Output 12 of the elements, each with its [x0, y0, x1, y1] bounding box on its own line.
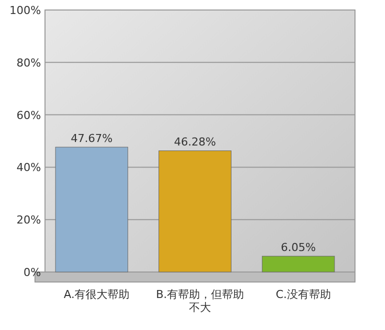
- y-tick-label: 0%: [24, 266, 41, 279]
- y-tick-label: 20%: [16, 214, 41, 227]
- y-tick-label: 60%: [16, 108, 41, 122]
- data-label: 46.28%: [174, 136, 216, 149]
- y-tick-label: 100%: [10, 4, 41, 17]
- x-tick-label: B.有帮助，但帮助不大: [156, 288, 244, 314]
- x-tick-label: A.有很大帮助: [64, 288, 130, 301]
- data-label: 6.05%: [280, 241, 316, 254]
- y-tick-label: 80%: [16, 56, 41, 70]
- x-tick-label: C.没有帮助: [276, 288, 331, 301]
- y-tick-label: 40%: [16, 161, 41, 174]
- data-label: 47.67%: [70, 132, 113, 146]
